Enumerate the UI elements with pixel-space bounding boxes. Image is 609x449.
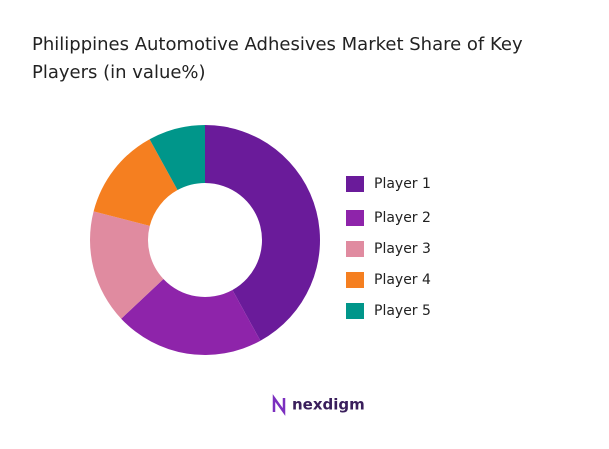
- legend-swatch: [346, 303, 364, 319]
- donut-slice: [93, 139, 178, 226]
- chart-title: Philippines Automotive Adhesives Market …: [32, 34, 523, 55]
- legend-swatch: [346, 176, 364, 192]
- legend-swatch: [346, 272, 364, 288]
- donut-slice: [121, 279, 261, 355]
- logo-icon: [272, 394, 286, 416]
- legend-text: Player 2: [374, 210, 431, 226]
- legend-swatch: [346, 210, 364, 226]
- donut-slice: [205, 125, 320, 341]
- legend-text: Player 3: [374, 241, 431, 257]
- chart-title: Players (in value%): [32, 62, 206, 83]
- legend-text: Player 4: [374, 272, 431, 288]
- legend-swatch: [346, 241, 364, 257]
- donut-slice: [90, 211, 164, 319]
- legend-text: Player 1: [374, 176, 431, 192]
- logo-text: nexdigm: [292, 396, 365, 414]
- donut-slice: [149, 125, 205, 191]
- legend-text: Player 5: [374, 303, 431, 319]
